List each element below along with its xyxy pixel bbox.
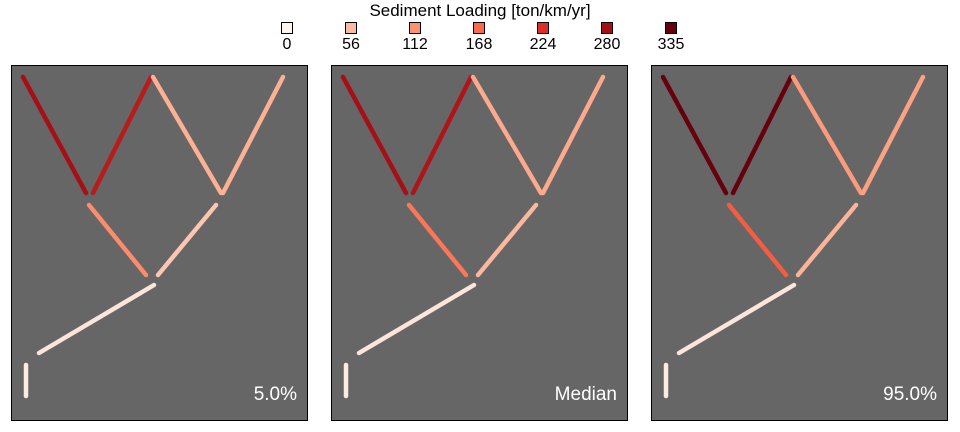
legend-title: Sediment Loading [ton/km/yr] xyxy=(369,1,591,20)
stream-reach-upper-right-outer xyxy=(220,74,286,196)
stream-reach-middle-left xyxy=(406,202,469,278)
legend-item: 335 xyxy=(641,22,701,54)
stream-reach-upper-right-inner xyxy=(150,74,224,196)
legend-label: 335 xyxy=(657,36,685,53)
stream-reach-upper-right-inner xyxy=(790,74,864,196)
stream-reach-upper-left-outer xyxy=(20,74,89,196)
legend-item: 112 xyxy=(385,22,445,54)
legend-swatch xyxy=(409,22,421,34)
legend-label: 168 xyxy=(465,36,493,53)
stream-reach-trunk xyxy=(356,282,477,356)
stream-reach-middle-right xyxy=(155,202,219,278)
panel-label: Median xyxy=(555,384,617,405)
legend-swatch xyxy=(665,22,677,34)
legend-label: 56 xyxy=(342,36,360,53)
stream-reach-upper-left-outer xyxy=(340,74,409,196)
map-panel: 95.0% xyxy=(651,65,948,421)
panel-label: 5.0% xyxy=(254,384,297,405)
legend-item: 280 xyxy=(577,22,637,54)
legend-swatch xyxy=(473,22,485,34)
legend-label: 112 xyxy=(402,36,428,53)
stream-reach-trunk xyxy=(36,282,157,356)
stream-reach-upper-left-outer xyxy=(660,74,729,196)
stream-reach-middle-left xyxy=(86,202,149,278)
legend-item: 0 xyxy=(257,22,317,54)
stream-reach-upper-right-inner xyxy=(470,74,544,196)
stream-reach-upper-left-inner xyxy=(90,74,154,196)
stream-reach-trunk xyxy=(676,282,797,356)
map-panel: Median xyxy=(331,65,628,421)
legend-swatch xyxy=(345,22,357,34)
legend-swatch xyxy=(281,22,293,34)
stream-reach-middle-right xyxy=(795,202,859,278)
map-panel: 5.0% xyxy=(11,65,308,421)
panel-label: 95.0% xyxy=(883,384,937,405)
legend-label: 280 xyxy=(593,36,621,53)
legend-swatch xyxy=(537,22,549,34)
legend-label: 224 xyxy=(529,36,557,53)
stream-reach-middle-left xyxy=(726,202,789,278)
stream-reach-upper-right-outer xyxy=(860,74,926,196)
legend-item: 56 xyxy=(321,22,381,54)
legend-swatch xyxy=(601,22,613,34)
legend-item: 168 xyxy=(449,22,509,54)
stream-reach-upper-left-inner xyxy=(730,74,794,196)
stream-reach-upper-right-outer xyxy=(540,74,606,196)
stream-reach-middle-right xyxy=(475,202,539,278)
stream-reach-upper-left-inner xyxy=(410,74,474,196)
legend-label: 0 xyxy=(282,36,292,53)
legend-item: 224 xyxy=(513,22,573,54)
